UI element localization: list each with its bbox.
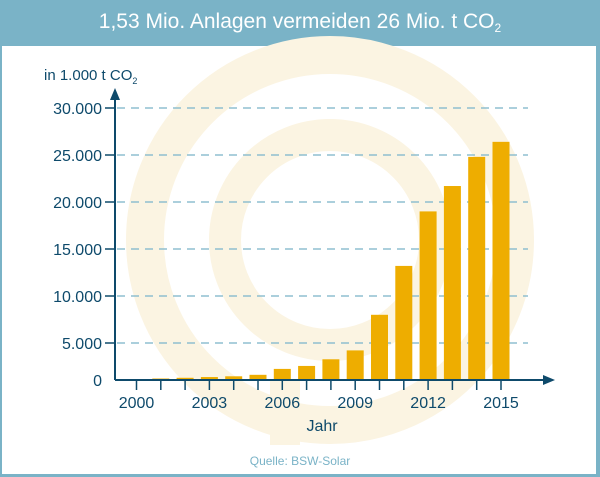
y-tick-label: 20.000: [53, 195, 102, 212]
bar-2014: [468, 156, 486, 380]
watermark-outer-ring: [126, 36, 534, 444]
chart-title-text: 1,53 Mio. Anlagen vermeiden 26 Mio. t CO: [98, 10, 495, 33]
chart-title: 1,53 Mio. Anlagen vermeiden 26 Mio. t CO…: [0, 0, 600, 45]
x-tick-label: 2003: [192, 395, 228, 412]
y-tick-label: 0: [93, 373, 102, 390]
bar-2003: [200, 377, 218, 380]
y-axis-label: in 1.000 t CO2: [44, 67, 137, 86]
bar-2005: [249, 374, 267, 380]
y-tick-label: 30.000: [53, 101, 102, 118]
bar-2012: [419, 211, 437, 380]
bar-2013: [443, 186, 461, 380]
bar-2004: [225, 376, 243, 380]
y-tick-label: 15.000: [53, 242, 102, 259]
x-axis-label: Jahr: [306, 418, 338, 435]
tick-labels: 0 5.000 10.000 15.000 20.000 25.000 30.000 2000…: [53, 101, 519, 412]
bar-2007: [298, 365, 316, 380]
bar-2008: [322, 359, 340, 380]
source-note: Quelle: BSW-Solar: [249, 454, 351, 468]
axes: [105, 88, 555, 390]
y-axis-label-subscript: 2: [132, 76, 137, 86]
bar-2002: [176, 377, 194, 380]
y-tick-label: 25.000: [53, 148, 102, 165]
y-axis-arrow-icon: [110, 88, 120, 100]
bar-2011: [395, 265, 413, 380]
bar-2015: [492, 141, 510, 380]
y-tick-label: 5.000: [62, 336, 102, 353]
x-axis-arrow-icon: [543, 375, 555, 385]
chart-title-subscript: 2: [494, 21, 502, 35]
watermark-stem: [270, 380, 300, 445]
x-tick-label: 2000: [119, 395, 155, 412]
bar-2009: [346, 350, 364, 380]
y-tick-label: 10.000: [53, 289, 102, 306]
bar-2010: [371, 314, 388, 380]
bars: [128, 141, 510, 380]
bar-2006: [273, 368, 291, 380]
x-tick-label: 2015: [483, 395, 519, 412]
x-tick-label: 2006: [265, 395, 301, 412]
x-tick-label: 2009: [337, 395, 373, 412]
x-tick-label: 2012: [410, 395, 446, 412]
y-axis-label-text: in 1.000 t CO: [44, 67, 132, 84]
